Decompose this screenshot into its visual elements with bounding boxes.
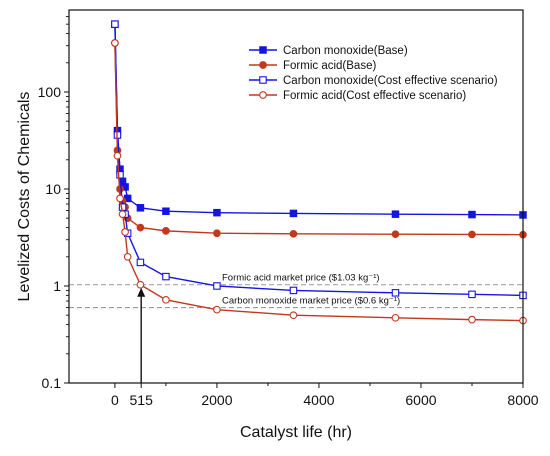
data-point bbox=[289, 311, 298, 320]
y-axis-title: Levelized Costs of Chemicals bbox=[16, 92, 33, 302]
series-layer bbox=[111, 20, 527, 325]
legend-label: Carbon monoxide(Base) bbox=[283, 45, 408, 57]
data-point bbox=[468, 230, 476, 239]
data-point bbox=[213, 229, 221, 238]
legend-layer: Carbon monoxide(Base) Formic acid(Base) Ca… bbox=[249, 45, 498, 102]
x-tick-label: 515 bbox=[130, 392, 154, 408]
data-point bbox=[213, 208, 221, 217]
data-point bbox=[121, 228, 129, 236]
legend-marker bbox=[259, 91, 267, 99]
legend-label: Formic acid(Cost effective scenario) bbox=[283, 90, 466, 102]
y-tick-label: 0.1 bbox=[42, 375, 62, 391]
x-axis-title: Catalyst life (hr) bbox=[240, 424, 352, 441]
data-point bbox=[289, 286, 298, 295]
legend-label: Formic acid(Base) bbox=[283, 60, 376, 72]
legend-marker bbox=[259, 76, 267, 84]
data-point bbox=[391, 230, 400, 239]
data-point bbox=[113, 151, 122, 160]
annotation-arrow-head bbox=[137, 287, 146, 297]
x-tick-label: 0 bbox=[111, 392, 119, 408]
x-tick-label: 4000 bbox=[303, 392, 334, 408]
data-point bbox=[391, 289, 400, 297]
x-tick-label: 2000 bbox=[201, 392, 232, 408]
data-point bbox=[213, 305, 221, 314]
data-point bbox=[116, 194, 124, 203]
reference-lines-layer: Formic acid market price ($1.03 kg⁻¹) Car… bbox=[69, 273, 523, 309]
annotation-arrow-layer bbox=[137, 287, 146, 383]
data-point bbox=[136, 280, 145, 289]
y-tick-label: 1 bbox=[53, 278, 61, 294]
data-point bbox=[289, 209, 298, 218]
y-tick-label: 100 bbox=[38, 84, 62, 100]
data-point bbox=[162, 207, 170, 215]
reference-line-label: Formic acid market price ($1.03 kg⁻¹) bbox=[222, 273, 380, 284]
data-point bbox=[136, 204, 145, 212]
legend-marker bbox=[259, 61, 267, 69]
data-point bbox=[468, 315, 476, 324]
data-point bbox=[468, 290, 476, 299]
legend-label: Carbon monoxide(Cost effective scenario) bbox=[283, 75, 498, 87]
reference-line-label: Carbon monoxide market price ($0.6 kg⁻¹) bbox=[222, 296, 400, 307]
data-point bbox=[289, 229, 298, 238]
data-point bbox=[123, 252, 132, 261]
data-point bbox=[118, 203, 127, 211]
x-tick-label: 6000 bbox=[405, 392, 436, 408]
data-point bbox=[111, 39, 119, 47]
data-point bbox=[116, 171, 124, 179]
x-tick-label: 8000 bbox=[507, 392, 538, 408]
data-point bbox=[391, 210, 400, 218]
data-point bbox=[118, 210, 127, 219]
data-point bbox=[391, 313, 400, 322]
data-point bbox=[468, 210, 476, 219]
y-tick-label: 10 bbox=[45, 181, 61, 197]
data-point bbox=[162, 227, 170, 235]
data-point bbox=[136, 223, 145, 232]
plot-frame bbox=[68, 9, 524, 384]
legend-marker bbox=[259, 46, 267, 54]
data-point bbox=[162, 272, 170, 281]
data-point bbox=[111, 20, 119, 28]
data-point bbox=[136, 258, 145, 267]
axes-layer: 0 515 2000 4000 6000 8000 0.1 1 10 100 bbox=[38, 9, 539, 408]
data-point bbox=[162, 295, 170, 304]
data-point bbox=[213, 282, 221, 290]
